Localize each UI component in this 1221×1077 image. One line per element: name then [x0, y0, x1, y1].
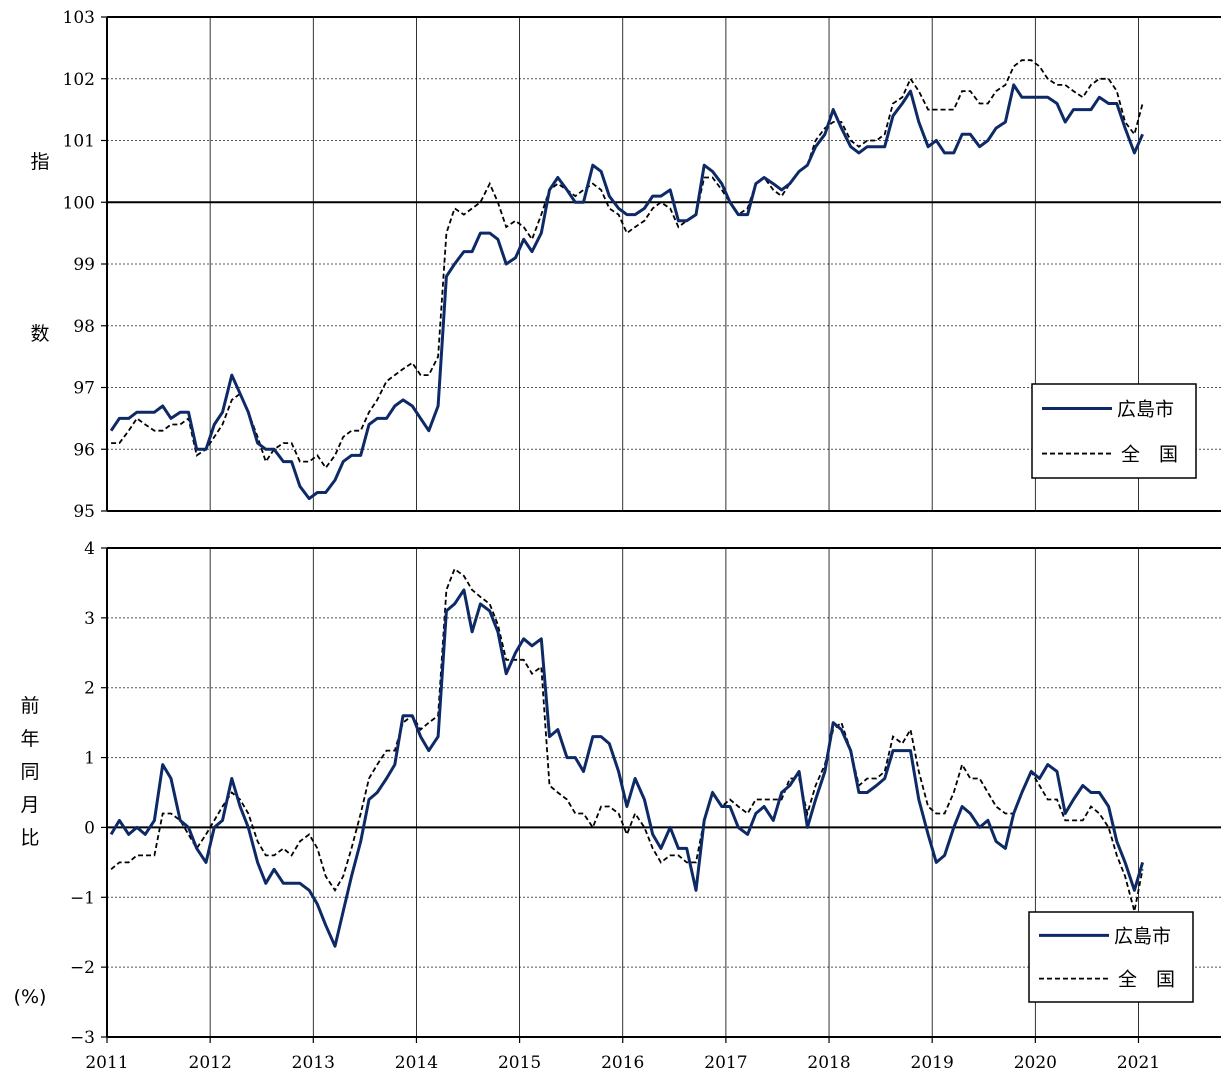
- y-tick-label: 96: [73, 440, 95, 460]
- y-axis-label-char: 数: [30, 323, 49, 345]
- y-axis-label-char: 年: [20, 728, 39, 750]
- y-tick-label: 1: [84, 749, 95, 769]
- x-tick-label: 2018: [807, 1053, 850, 1073]
- x-tick-label: 2014: [395, 1053, 438, 1073]
- y-tick-label: 103: [63, 8, 95, 28]
- legend-label-hiroshima: 広島市: [1117, 398, 1174, 420]
- y-tick-label: 101: [63, 132, 95, 152]
- x-tick-label: 2013: [292, 1053, 335, 1073]
- legend-box: [1031, 383, 1197, 479]
- series-line-hiroshima: [109, 83, 1144, 501]
- x-tick-label: 2011: [85, 1053, 128, 1073]
- x-tick-label: 2019: [911, 1053, 954, 1073]
- y-tick-label: 95: [73, 502, 95, 522]
- x-tick-label: 2020: [1014, 1053, 1057, 1073]
- x-tick-label: 2016: [601, 1053, 644, 1073]
- series-line-national: [111, 59, 1144, 470]
- y-tick-label: 100: [63, 193, 95, 213]
- x-tick-label: 2017: [704, 1053, 747, 1073]
- x-tick-label: 2021: [1117, 1053, 1160, 1073]
- legend-label-hiroshima: 広島市: [1114, 925, 1171, 947]
- y-tick-label: −2: [70, 958, 95, 978]
- series-line-hiroshima: [109, 588, 1145, 948]
- y-axis-label-char: 同: [20, 761, 39, 783]
- y-tick-label: 99: [73, 255, 95, 275]
- legend-label-national: 全 国: [1118, 969, 1175, 991]
- y-tick-label: 2: [84, 679, 95, 699]
- y-axis-unit: (%): [14, 986, 47, 1008]
- y-tick-label: 97: [73, 379, 95, 399]
- legend-label-national: 全 国: [1121, 444, 1178, 466]
- y-axis-label-char: 月: [20, 794, 39, 816]
- y-tick-label: 102: [63, 70, 95, 90]
- y-axis-label-char: 指: [30, 151, 49, 173]
- x-tick-label: 2012: [189, 1053, 232, 1073]
- yoy-change-chart: −3 −2 −1 0 1 2 3 4 2011 2012 2013 2014 2015 2016 2017 2…: [14, 539, 1221, 1073]
- legend-box: [1028, 911, 1194, 1003]
- y-tick-label: −1: [70, 888, 95, 908]
- y-axis-label-char: 比: [20, 827, 39, 849]
- y-tick-label: 0: [84, 818, 95, 838]
- x-tick-label: 2015: [498, 1053, 541, 1073]
- y-tick-label: 4: [84, 539, 95, 559]
- y-axis-label-char: 前: [20, 695, 39, 717]
- y-tick-label: 3: [84, 609, 95, 629]
- y-tick-label: −3: [70, 1028, 95, 1048]
- y-tick-label: 98: [73, 317, 95, 337]
- series-line-national: [110, 567, 1144, 912]
